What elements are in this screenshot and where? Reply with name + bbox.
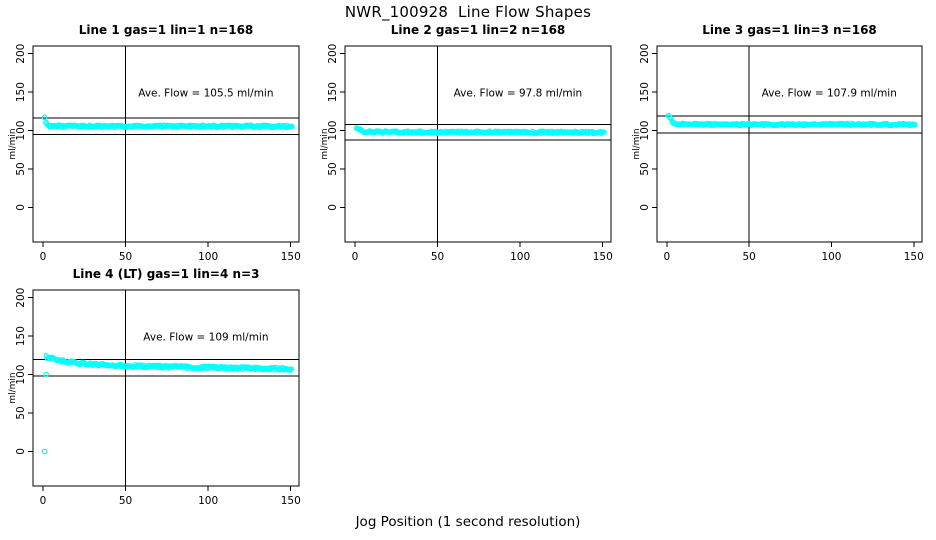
y-tick-label: 0	[327, 204, 339, 211]
flow-scatter-points	[665, 112, 918, 129]
x-tick-label: 150	[904, 251, 924, 263]
x-tick-label: 100	[510, 251, 530, 263]
x-tick-label: 0	[664, 251, 671, 263]
flow-point	[691, 120, 698, 127]
y-tick-label: 150	[327, 82, 339, 102]
y-axis-unit-label: ml/min	[8, 128, 18, 159]
y-tick-label: 0	[15, 448, 27, 455]
y-tick-label: 100	[327, 121, 339, 141]
y-tick-label: 50	[15, 406, 27, 419]
ave-flow-annotation: Ave. Flow = 107.9 ml/min	[762, 88, 897, 100]
plot-box	[344, 45, 612, 243]
flow-point	[579, 130, 586, 136]
x-tick-label: 100	[198, 495, 218, 507]
x-tick-label: 50	[119, 495, 132, 507]
y-tick-label: 50	[639, 162, 651, 175]
y-tick-label: 200	[639, 44, 651, 64]
plot-box	[656, 45, 923, 243]
x-tick-label: 0	[40, 251, 47, 263]
flow-point	[41, 114, 48, 121]
y-tick-label: 200	[327, 44, 339, 64]
ave-flow-annotation: Ave. Flow = 97.8 ml/min	[454, 88, 583, 100]
flow-point	[666, 114, 673, 121]
panel-line-1: Line 1 gas=1 lin=1 n=168 0 50 100 150 0 50 100 1…	[8, 23, 301, 263]
flow-point	[169, 123, 175, 129]
flow-point	[601, 129, 607, 136]
y-tick-label: 0	[639, 204, 651, 211]
x-tick-label: 150	[281, 251, 301, 263]
flow-scatter-points	[41, 352, 295, 455]
flow-point	[668, 115, 674, 122]
x-axis-label: Jog Position (1 second resolution)	[355, 514, 581, 530]
y-tick-label: 150	[15, 82, 27, 102]
x-tick-label: 0	[352, 251, 359, 263]
panel-title: Line 1 gas=1 lin=1 n=168	[79, 23, 254, 37]
flow-point	[400, 130, 406, 136]
x-tick-label: 150	[593, 251, 613, 263]
flow-point	[289, 123, 295, 130]
figure-title: NWR_100928 Line Flow Shapes	[344, 3, 592, 21]
panel-title: Line 3 gas=1 lin=3 n=168	[702, 23, 877, 37]
flow-point	[261, 366, 267, 373]
y-axis-unit-label: ml/min	[8, 372, 18, 403]
y-tick-label: 50	[15, 162, 27, 175]
y-axis-unit-label: ml/min	[320, 128, 330, 159]
y-tick-label: 150	[15, 326, 27, 346]
x-tick-label: 0	[40, 495, 47, 507]
y-tick-label: 0	[15, 204, 27, 211]
y-tick-label: 200	[15, 288, 27, 308]
x-tick-label: 50	[119, 251, 132, 263]
flow-outlier-point	[41, 448, 48, 455]
x-tick-label: 50	[431, 251, 444, 263]
x-tick-label: 150	[281, 495, 301, 507]
x-tick-label: 50	[742, 251, 755, 263]
plot-box	[32, 45, 300, 243]
y-tick-label: 100	[639, 121, 651, 141]
flow-point	[78, 122, 85, 129]
y-tick-label: 100	[15, 365, 27, 385]
flow-scatter-points	[353, 125, 607, 137]
flow-scatter-points	[41, 114, 295, 131]
x-tick-label: 100	[821, 251, 841, 263]
panel-title: Line 4 (LT) gas=1 lin=4 n=3	[73, 267, 260, 281]
flow-point	[544, 129, 550, 136]
y-axis-unit-label: ml/min	[632, 128, 642, 159]
y-tick-label: 150	[639, 82, 651, 102]
ave-flow-annotation: Ave. Flow = 105.5 ml/min	[138, 88, 273, 100]
y-tick-label: 100	[15, 121, 27, 141]
ave-flow-annotation: Ave. Flow = 109 ml/min	[143, 332, 268, 344]
panel-line-3: Line 3 gas=1 lin=3 n=168 0 50 100 150 0 50 100 1…	[632, 23, 924, 263]
panel-line-2: Line 2 gas=1 lin=2 n=168 0 50 100 150 0 50 100 1…	[320, 23, 613, 263]
x-tick-label: 100	[198, 251, 218, 263]
flow-outlier-point	[43, 371, 50, 378]
flow-point	[170, 124, 176, 130]
y-tick-label: 50	[327, 162, 339, 175]
flow-point	[288, 366, 295, 372]
panel-line-4: Line 4 (LT) gas=1 lin=4 n=3 0 50 100 150 0 50 1…	[8, 267, 301, 507]
plot-box	[32, 289, 300, 487]
flow-point	[912, 122, 918, 128]
y-tick-label: 200	[15, 44, 27, 64]
panel-title: Line 2 gas=1 lin=2 n=168	[391, 23, 566, 37]
